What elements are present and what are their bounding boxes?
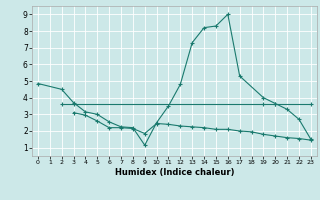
X-axis label: Humidex (Indice chaleur): Humidex (Indice chaleur) <box>115 168 234 177</box>
